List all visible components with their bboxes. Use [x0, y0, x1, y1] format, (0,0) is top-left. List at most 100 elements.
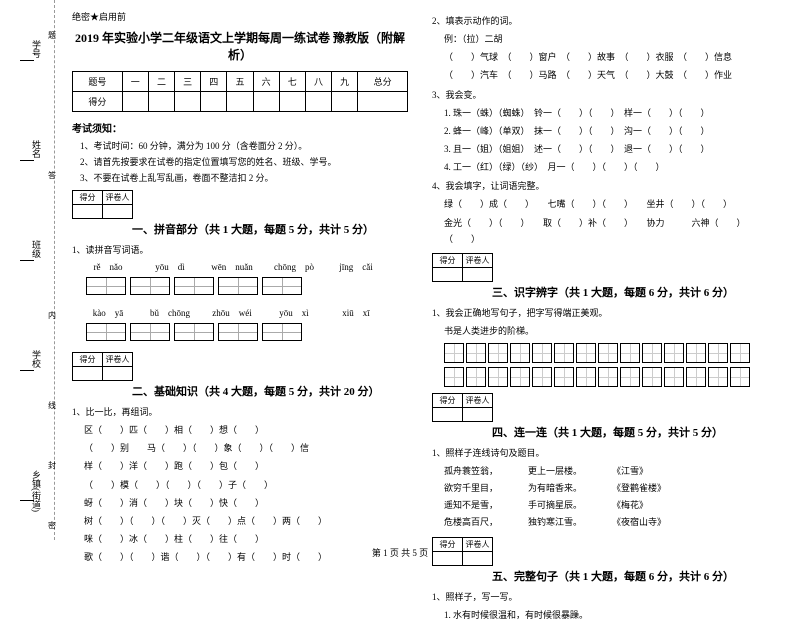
- th: 一: [122, 72, 148, 92]
- sb-c2: 评卷人: [103, 191, 133, 205]
- td: [122, 92, 148, 112]
- match-block: 孤舟蓑笠翁， 欲穷千里目， 遥知不是雪， 危楼高百尺， 更上一层楼。 为有暗香来…: [444, 463, 768, 531]
- match-item: 欲穷千里目，: [444, 480, 498, 497]
- fill-line: （ ）别 马（ ）（ ）象（ ）（ ）信: [84, 440, 408, 456]
- binding-label: 学校: [30, 350, 43, 368]
- q5-stem: 1、照样子，写一写。: [432, 590, 768, 603]
- page-content: 绝密★启用前 2019 年实验小学二年级语文上学期每周一练试卷 豫教版（附解析）…: [0, 0, 800, 540]
- section-scorebox: 得分评卷人: [72, 190, 133, 219]
- th: 七: [279, 72, 305, 92]
- tianzi-box: [642, 367, 662, 387]
- sb-c1: 得分: [73, 353, 103, 367]
- notice-item: 3、不要在试卷上乱写乱画，卷面不整洁扣 2 分。: [80, 171, 408, 184]
- dash-mark: 密: [48, 520, 56, 531]
- match-item: 危楼高百尺，: [444, 514, 498, 531]
- th: 三: [175, 72, 201, 92]
- tianzi-row: [84, 275, 408, 300]
- fill-line: （ ）气球 （ ）窗户 （ ）故事 （ ）衣服 （ ）信息: [444, 49, 768, 65]
- fill-line: 2. 蜂一（峰）（单双） 抹一（ ）（ ） 沟一（ ）（ ）: [444, 123, 768, 139]
- section-title-3: 三、识字辨字（共 1 大题，每题 6 分，共计 6 分）: [492, 284, 768, 300]
- fill-line: （ ）汽车 （ ）马路 （ ）天气 （ ）大鼓 （ ）作业: [444, 67, 768, 83]
- pinyin: xiū xī: [332, 306, 380, 319]
- th: 八: [305, 72, 331, 92]
- binding-line: [20, 260, 34, 261]
- tianzi-box: [488, 367, 508, 387]
- tianzi-box: [532, 343, 552, 363]
- binding-label: 班级: [30, 240, 43, 258]
- sb-blank: [463, 267, 493, 281]
- td: [148, 92, 174, 112]
- section-title-4: 四、连一连（共 1 大题，每题 5 分，共计 5 分）: [492, 424, 768, 440]
- tianzi-box: [466, 367, 486, 387]
- pinyin: rě nǎo: [84, 260, 132, 273]
- dash-mark: 题: [48, 30, 56, 41]
- sb-blank: [433, 267, 463, 281]
- binding-line: [20, 60, 34, 61]
- pinyin: chōng pò: [270, 260, 318, 273]
- left-column: 绝密★启用前 2019 年实验小学二年级语文上学期每周一练试卷 豫教版（附解析）…: [60, 10, 420, 535]
- fill-line: 咪（ ）冰（ ）柱（ ）往（ ）: [84, 531, 408, 547]
- td: [279, 92, 305, 112]
- td: [201, 92, 227, 112]
- td: [332, 92, 358, 112]
- tianzi-row: [84, 321, 408, 346]
- tianzi-box: [262, 323, 302, 341]
- match-right: 《江雪》 《登鹳雀楼》 《梅花》 《夜宿山寺》: [612, 463, 666, 531]
- match-item: 手可摘星辰。: [528, 497, 582, 514]
- td: [358, 92, 408, 112]
- sb-c1: 得分: [433, 394, 463, 408]
- match-item: 孤舟蓑笠翁，: [444, 463, 498, 480]
- tianzi-box: [466, 343, 486, 363]
- q2b-stem: 2、填表示动作的词。: [432, 14, 768, 27]
- th: 二: [148, 72, 174, 92]
- td: [175, 92, 201, 112]
- fill-line: 树（ ）（ ）（ ）灭（ ）点（ ）两（ ）: [84, 513, 408, 529]
- tianzi-box: [730, 343, 750, 363]
- tianzi-box: [708, 343, 728, 363]
- sb-c1: 得分: [73, 191, 103, 205]
- q3-stem: 1、我会正确地写句子，把字写得端正美观。: [432, 306, 768, 319]
- tianzi-box: [218, 323, 258, 341]
- binding-label: 学号: [30, 40, 43, 58]
- binding-label: 姓名: [30, 140, 43, 158]
- tianzi-box: [708, 367, 728, 387]
- score-summary-table: 题号 一 二 三 四 五 六 七 八 九 总分 得分: [72, 71, 408, 112]
- tianzi-box: [86, 323, 126, 341]
- tianzi-box: [576, 367, 596, 387]
- th: 六: [253, 72, 279, 92]
- sb-blank: [73, 205, 103, 219]
- tianzi-box: [488, 343, 508, 363]
- sb-blank: [103, 367, 133, 381]
- tianzi-box: [598, 367, 618, 387]
- th: 九: [332, 72, 358, 92]
- secret-mark: 绝密★启用前: [72, 10, 408, 23]
- fill-line: 3. 且一（姐）（姐姐） 述一（ ）（ ） 退一（ ）（ ）: [444, 141, 768, 157]
- th: 四: [201, 72, 227, 92]
- tianzi-write-row: [444, 343, 768, 363]
- td: 得分: [73, 92, 123, 112]
- binding-area: 学号 姓名 班级 学校 乡镇(街道) 题 答 内 线 封 密: [0, 0, 55, 540]
- section-title-1: 一、拼音部分（共 1 大题，每题 5 分，共计 5 分）: [132, 221, 408, 237]
- section-title-5: 五、完整句子（共 1 大题，每题 6 分，共计 6 分）: [492, 568, 768, 584]
- q1-stem: 1、读拼音写词语。: [72, 243, 408, 256]
- q2a-stem: 1、比一比，再组词。: [72, 405, 408, 418]
- page-footer: 第 1 页 共 5 页: [0, 546, 800, 559]
- sentence-line: 1. 水有时候很温和，有时候很暴躁。: [444, 607, 768, 623]
- tianzi-box: [444, 367, 464, 387]
- pinyin: yōu dì: [146, 260, 194, 273]
- tianzi-box: [642, 343, 662, 363]
- tianzi-box: [130, 277, 170, 295]
- tianzi-box: [730, 367, 750, 387]
- notice-item: 2、请首先按要求在试卷的指定位置填写您的姓名、班级、学号。: [80, 155, 408, 168]
- th: 题号: [73, 72, 123, 92]
- pinyin-row: rě nǎo yōu dì wēn nuǎn chōng pò jīng cǎi: [84, 260, 408, 273]
- tianzi-box: [86, 277, 126, 295]
- right-column: 2、填表示动作的词。 例：（拉）二胡 （ ）气球 （ ）窗户 （ ）故事 （ ）…: [420, 10, 780, 535]
- fill-line: 4. 工一（红）（绿）（纱） 月一（ ）（ ）（ ）: [444, 159, 768, 175]
- tianzi-box: [510, 367, 530, 387]
- fill-line: 蚜（ ）消（ ）块（ ）快（ ）: [84, 495, 408, 511]
- tianzi-box: [532, 367, 552, 387]
- q2c-stem: 3、我会变。: [432, 88, 768, 101]
- match-item: 为有暗香来。: [528, 480, 582, 497]
- binding-line: [20, 160, 34, 161]
